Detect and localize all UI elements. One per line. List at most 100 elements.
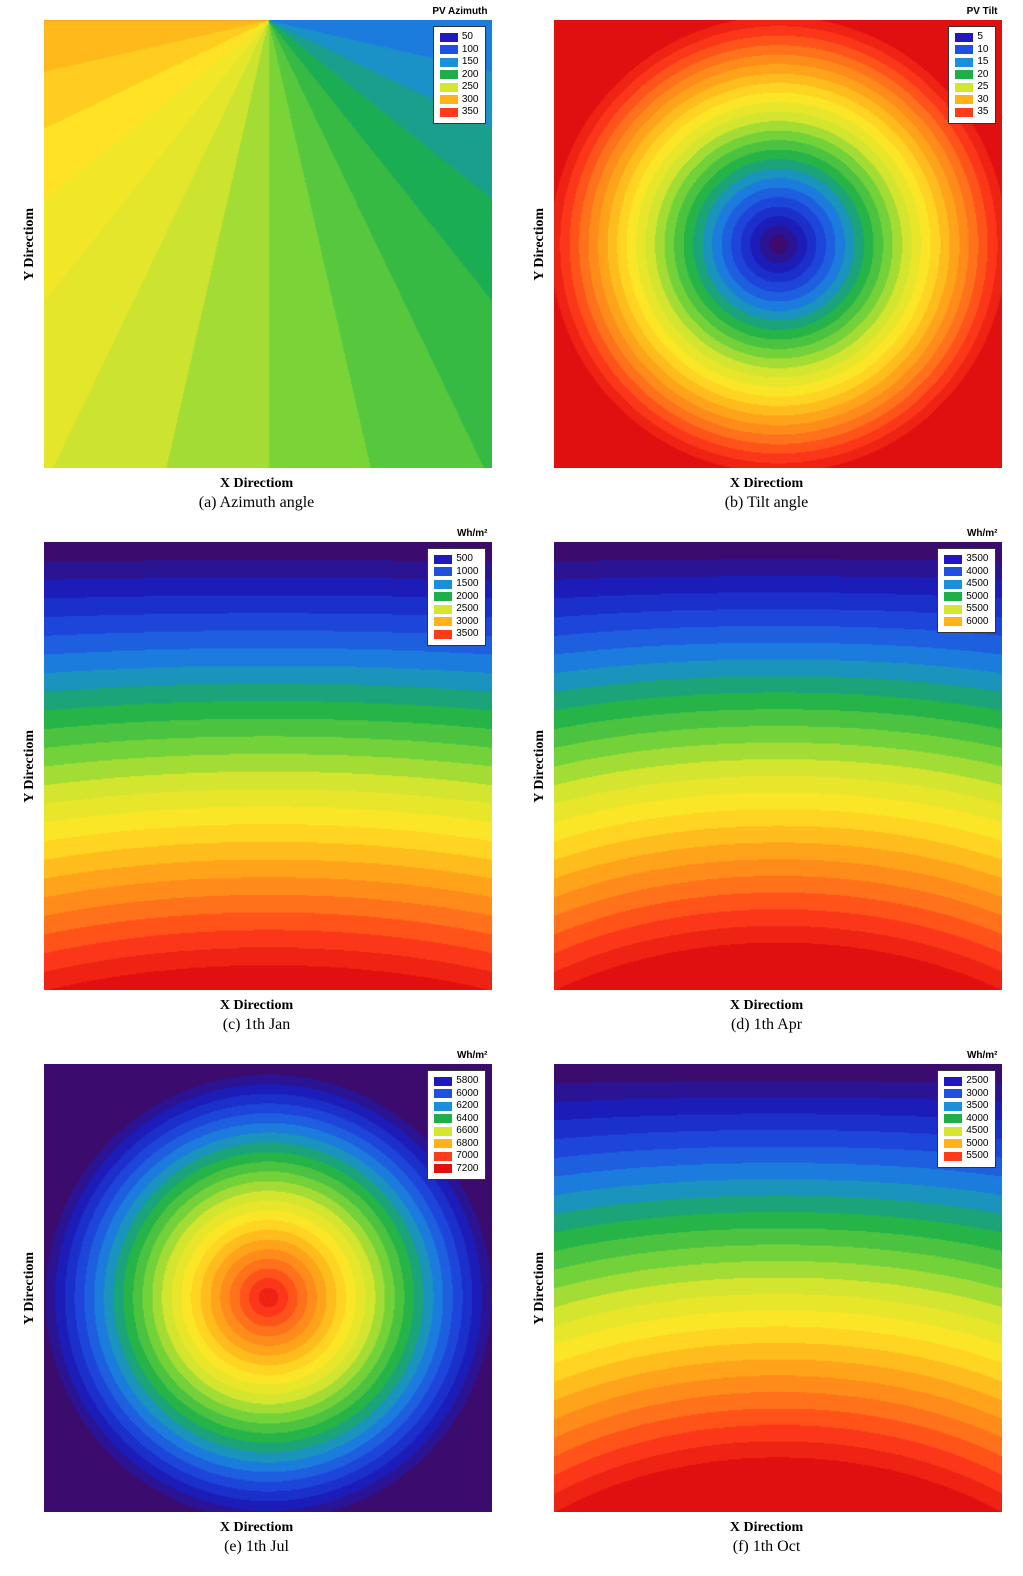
legend-swatch: [434, 1114, 452, 1123]
plot-area: Wh/m²500100015002000250030003500: [44, 542, 492, 990]
legend-value: 2500: [966, 1075, 988, 1088]
legend-item: 6000: [944, 616, 988, 629]
legend-item: 6400: [434, 1113, 478, 1126]
legend-swatch: [434, 592, 452, 601]
panel-e: Y DirectiomWh/m²580060006200640066006800…: [22, 1064, 492, 1556]
legend: 58006000620064006600680070007200: [427, 1070, 485, 1180]
plot-title: Wh/m²: [967, 1050, 998, 1061]
legend-item: 5500: [944, 603, 988, 616]
legend-item: 4500: [944, 578, 988, 591]
heatmap-canvas: [44, 20, 492, 468]
legend-item: 5800: [434, 1075, 478, 1088]
legend-value: 15: [977, 56, 988, 69]
legend-swatch: [944, 567, 962, 576]
x-axis-label: X Directiom: [730, 1520, 803, 1536]
legend-item: 4500: [944, 1125, 988, 1138]
y-axis-label: Y Directiom: [532, 208, 548, 281]
legend-swatch: [440, 58, 458, 67]
legend-value: 5800: [456, 1075, 478, 1088]
plot-title: Wh/m²: [457, 1050, 488, 1061]
legend-value: 35: [977, 106, 988, 119]
legend-value: 3000: [966, 1088, 988, 1101]
legend-item: 4000: [944, 566, 988, 579]
legend-item: 25: [955, 81, 988, 94]
panel-caption: (b) Tilt angle: [725, 494, 809, 512]
legend-value: 1000: [456, 566, 478, 579]
legend-item: 100: [440, 44, 479, 57]
legend-swatch: [944, 1077, 962, 1086]
legend-value: 6600: [456, 1125, 478, 1138]
legend-item: 10: [955, 44, 988, 57]
legend-item: 3500: [434, 628, 478, 641]
y-axis-label: Y Directiom: [22, 1252, 38, 1325]
legend-value: 5500: [966, 1150, 988, 1163]
legend-swatch: [434, 567, 452, 576]
legend-swatch: [434, 1139, 452, 1148]
legend-item: 3000: [434, 616, 478, 629]
legend-item: 200: [440, 69, 479, 82]
legend-item: 7000: [434, 1150, 478, 1163]
legend-swatch: [434, 1164, 452, 1173]
legend-swatch: [440, 108, 458, 117]
legend: 350040004500500055006000: [937, 548, 995, 633]
legend-item: 30: [955, 94, 988, 107]
legend-value: 3500: [966, 553, 988, 566]
panel-caption: (f) 1th Oct: [733, 1538, 801, 1556]
y-axis-label: Y Directiom: [22, 208, 38, 281]
legend-item: 1500: [434, 578, 478, 591]
x-axis-label: X Directiom: [220, 1520, 293, 1536]
legend-item: 5: [955, 31, 988, 44]
legend-item: 6800: [434, 1138, 478, 1151]
panel-a: Y DirectiomPV Azimuth5010015020025030035…: [22, 20, 492, 512]
panel-caption: (d) 1th Apr: [731, 1016, 802, 1034]
legend-swatch: [944, 592, 962, 601]
legend-item: 2000: [434, 591, 478, 604]
panel-b: Y DirectiomPV Tilt5101520253035X Directi…: [532, 20, 1002, 512]
legend-value: 350: [462, 106, 479, 119]
legend-item: 300: [440, 94, 479, 107]
legend-value: 4500: [966, 1125, 988, 1138]
legend-value: 5: [977, 31, 983, 44]
legend-value: 150: [462, 56, 479, 69]
legend-item: 2500: [944, 1075, 988, 1088]
legend-swatch: [434, 1102, 452, 1111]
legend-value: 30: [977, 94, 988, 107]
legend-value: 3000: [456, 616, 478, 629]
legend-swatch: [434, 555, 452, 564]
x-axis-label: X Directiom: [220, 476, 293, 492]
figure-grid: Y DirectiomPV Azimuth5010015020025030035…: [22, 20, 1002, 1556]
legend-value: 4000: [966, 566, 988, 579]
legend-value: 500: [456, 553, 473, 566]
heatmap-canvas: [554, 20, 1002, 468]
legend-value: 200: [462, 69, 479, 82]
panel-caption: (a) Azimuth angle: [199, 494, 315, 512]
legend-swatch: [955, 45, 973, 54]
legend-value: 3500: [456, 628, 478, 641]
y-axis-label: Y Directiom: [532, 1252, 548, 1325]
legend-swatch: [944, 1127, 962, 1136]
legend-value: 4000: [966, 1113, 988, 1126]
legend-value: 6200: [456, 1100, 478, 1113]
legend-item: 350: [440, 106, 479, 119]
legend-swatch: [434, 580, 452, 589]
legend-swatch: [434, 605, 452, 614]
legend: 2500300035004000450050005500: [937, 1070, 995, 1168]
legend-swatch: [955, 58, 973, 67]
legend-item: 6000: [434, 1088, 478, 1101]
legend-swatch: [440, 83, 458, 92]
plot-title: PV Tilt: [967, 6, 998, 17]
legend-value: 6800: [456, 1138, 478, 1151]
legend-item: 6200: [434, 1100, 478, 1113]
x-axis-label: X Directiom: [730, 998, 803, 1014]
legend-item: 7200: [434, 1163, 478, 1176]
legend-item: 3500: [944, 1100, 988, 1113]
legend-swatch: [434, 1127, 452, 1136]
legend-swatch: [944, 1152, 962, 1161]
legend-item: 500: [434, 553, 478, 566]
legend-swatch: [955, 83, 973, 92]
legend-item: 2500: [434, 603, 478, 616]
plot-area: PV Tilt5101520253035: [554, 20, 1002, 468]
legend-swatch: [434, 1077, 452, 1086]
legend-item: 5000: [944, 591, 988, 604]
y-axis-label: Y Directiom: [532, 730, 548, 803]
